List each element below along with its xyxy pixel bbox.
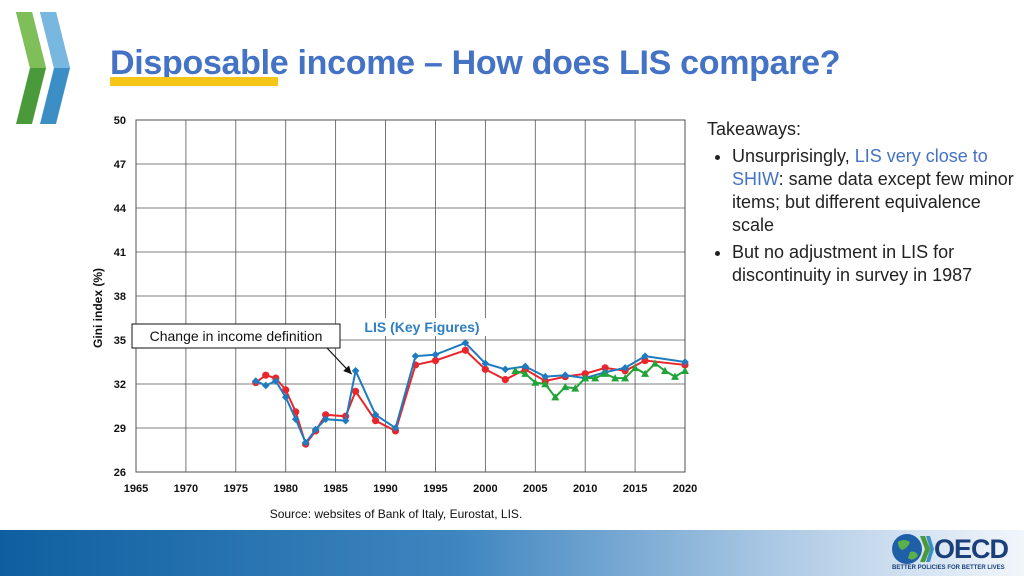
x-tick-label: 2010 (573, 483, 597, 495)
data-point (681, 366, 689, 374)
takeaway-item: But no adjustment in LIS for discontinui… (732, 241, 1017, 287)
y-axis-label: Gini index (%) (91, 268, 105, 348)
data-point (501, 376, 509, 384)
takeaway-item: Unsurprisingly, LIS very close to SHIW: … (732, 145, 1017, 237)
data-point (501, 365, 510, 374)
y-tick-label: 38 (114, 291, 126, 303)
oecd-tagline: BETTER POLICIES FOR BETTER LIVES (892, 565, 1005, 571)
data-point (571, 384, 580, 392)
data-point (431, 356, 440, 365)
y-tick-label: 47 (114, 159, 126, 171)
annotation-arrowhead (343, 365, 352, 375)
x-tick-label: 1975 (224, 483, 248, 495)
data-point (511, 366, 520, 374)
data-point (651, 359, 660, 367)
takeaway-highlight: LIS very close to SHIW (732, 146, 988, 189)
data-point (282, 386, 290, 394)
takeaways-panel: Takeaways: Unsurprisingly, LIS very clos… (707, 118, 1017, 291)
x-tick-label: 2005 (523, 483, 547, 495)
data-point (301, 438, 310, 447)
takeaway-text: But no adjustment in LIS for discontinui… (732, 242, 973, 285)
footer-band (0, 530, 1024, 576)
data-point (291, 415, 300, 423)
data-point (481, 359, 490, 368)
title-underline (110, 77, 278, 86)
data-point (352, 387, 360, 395)
data-point (321, 415, 330, 423)
takeaway-text: : same data except few minor items; but … (732, 169, 1014, 235)
y-tick-label: 50 (114, 115, 126, 127)
y-tick-label: 35 (114, 335, 126, 347)
data-point (591, 374, 600, 382)
series-label-bg (358, 318, 486, 336)
data-point (621, 374, 630, 382)
y-tick-label: 44 (114, 203, 127, 215)
data-point (262, 371, 270, 379)
data-point (311, 425, 320, 434)
data-point (341, 416, 350, 425)
x-tick-label: 1980 (273, 483, 297, 495)
x-tick-label: 1965 (124, 483, 148, 495)
annotation-box (131, 323, 341, 349)
y-tick-label: 32 (114, 379, 126, 391)
data-point (601, 364, 609, 372)
data-point (601, 369, 610, 377)
takeaway-text: Unsurprisingly, (732, 146, 855, 166)
data-point (631, 363, 640, 372)
gini-index-chart: 1965 1970 1975 1980 1985 1990 1995 2000 2005 2010… (91, 115, 697, 521)
data-point (661, 366, 670, 374)
data-point (581, 370, 589, 378)
data-point (611, 374, 620, 382)
x-tick-label: 2000 (473, 483, 497, 495)
data-point (322, 411, 330, 419)
x-tick-label: 2015 (623, 483, 647, 495)
data-point (521, 362, 530, 371)
data-point (351, 367, 360, 375)
data-point (371, 417, 380, 425)
series-label: LIS (Key Figures) (364, 319, 479, 335)
data-point (581, 374, 590, 382)
x-tick-label: 1990 (373, 483, 397, 495)
x-tick-label: 2020 (673, 483, 697, 495)
page-title: Disposable income – How does LIS compare… (110, 44, 841, 82)
data-point (391, 424, 400, 432)
y-tick-label: 41 (114, 247, 126, 259)
data-point (431, 350, 440, 359)
data-point (461, 339, 470, 347)
data-point (551, 393, 560, 401)
data-point (561, 371, 570, 379)
data-point (461, 346, 469, 354)
takeaways-heading: Takeaways: (707, 119, 802, 139)
data-point (641, 352, 649, 360)
annotation-label: Change in income definition (150, 328, 323, 344)
x-tick-label: 1970 (174, 483, 198, 495)
data-point (261, 381, 270, 390)
data-point (561, 382, 570, 391)
data-point (271, 377, 280, 385)
x-tick-label: 1985 (323, 483, 347, 495)
source-note: Source: websites of Bank of Italy, Euros… (270, 507, 523, 521)
data-point (541, 372, 550, 381)
y-tick-label: 26 (114, 467, 126, 479)
data-point (371, 411, 380, 419)
takeaways-list: Unsurprisingly, LIS very close to SHIW: … (707, 145, 1017, 287)
data-point (251, 377, 260, 385)
y-tick-label: 29 (114, 423, 126, 435)
data-point (411, 352, 420, 360)
data-point (531, 378, 540, 386)
oecd-wordmark: OECD (934, 534, 1009, 564)
data-point (481, 365, 489, 373)
oecd-chevron-icon (16, 12, 70, 124)
data-point (681, 358, 689, 366)
data-point (521, 369, 530, 377)
data-point (621, 364, 629, 372)
x-tick-label: 1995 (423, 483, 447, 495)
data-point (541, 380, 550, 388)
data-point (641, 356, 649, 365)
oecd-logo: OECD BETTER POLICIES FOR BETTER LIVES (890, 532, 1022, 574)
data-point (671, 372, 680, 380)
data-point (281, 393, 290, 401)
data-point (641, 369, 650, 377)
globe-icon (892, 534, 934, 564)
